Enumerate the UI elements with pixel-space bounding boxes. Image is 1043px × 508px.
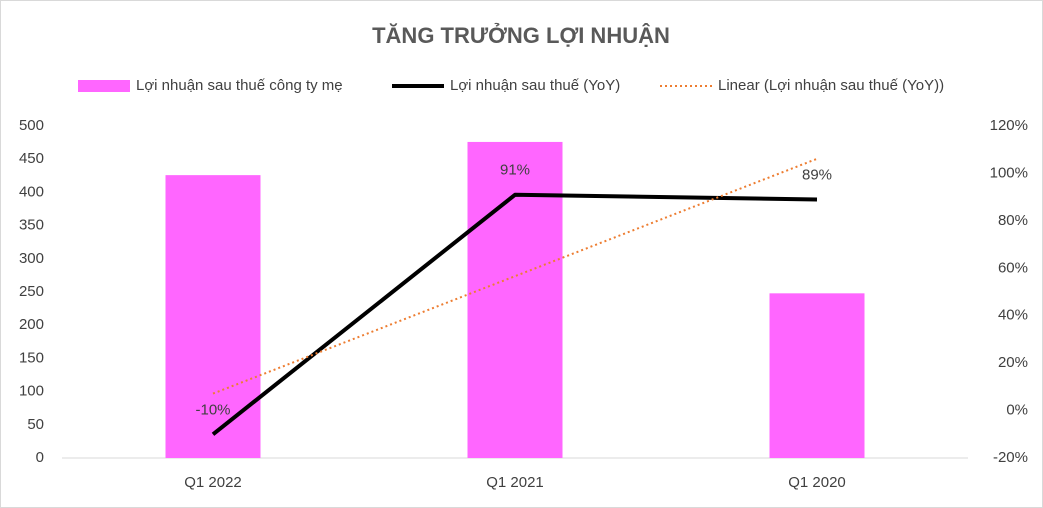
y-tick-label: 300 [19,250,44,267]
trend-line [212,157,818,395]
y-tick-label: 50 [27,416,44,433]
legend-label: Lợi nhuận sau thuế (YoY) [450,77,620,94]
y-tick-label: 450 [19,150,44,167]
data-label: -10% [195,401,230,418]
y-tick-label: 100 [19,383,44,400]
data-label: 91% [500,162,530,179]
bar [769,293,865,458]
x-tick-label: Q1 2022 [184,474,242,491]
y-tick-label: 200 [19,316,44,333]
y-tick-label: 350 [19,217,44,234]
y2-tick-label: 0% [1006,402,1028,419]
y2-tick-label: -20% [993,449,1028,466]
legend-label: Linear (Lợi nhuận sau thuế (YoY)) [718,77,944,94]
y2-tick-label: 60% [998,259,1028,276]
chart-title: TĂNG TRƯỞNG LỢI NHUẬN [372,23,670,48]
y-tick-label: 500 [19,117,44,134]
x-tick-label: Q1 2021 [486,474,544,491]
y2-tick-label: 120% [990,117,1028,134]
legend-swatch [78,80,130,92]
y-tick-label: 400 [19,183,44,200]
y2-tick-label: 100% [990,164,1028,181]
legend-label: Lợi nhuận sau thuế công ty mẹ [136,77,343,94]
y2-tick-label: 20% [998,354,1028,371]
bar [467,141,563,458]
y2-tick-label: 40% [998,307,1028,324]
data-label: 89% [802,166,832,183]
x-tick-label: Q1 2020 [788,474,846,491]
y-tick-label: 150 [19,349,44,366]
y-tick-label: 0 [36,449,44,466]
y2-tick-label: 80% [998,212,1028,229]
y-tick-label: 250 [19,283,44,300]
